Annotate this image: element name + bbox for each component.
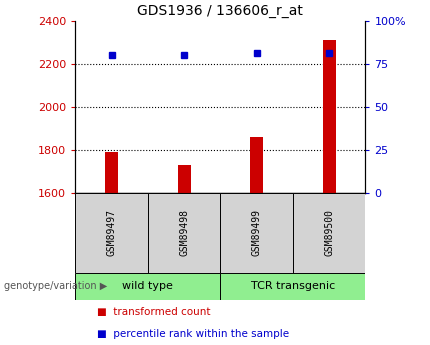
Bar <box>293 193 366 273</box>
Bar <box>75 273 220 300</box>
Bar <box>105 152 118 193</box>
Text: GSM89498: GSM89498 <box>179 209 189 256</box>
Bar <box>148 193 220 273</box>
Bar <box>178 165 190 193</box>
Text: GSM89499: GSM89499 <box>252 209 262 256</box>
Text: wild type: wild type <box>123 282 173 291</box>
Text: GSM89500: GSM89500 <box>324 209 334 256</box>
Title: GDS1936 / 136606_r_at: GDS1936 / 136606_r_at <box>138 4 303 18</box>
Text: GSM89497: GSM89497 <box>107 209 117 256</box>
Text: ■  percentile rank within the sample: ■ percentile rank within the sample <box>97 329 289 339</box>
Bar <box>322 40 336 193</box>
Text: ■  transformed count: ■ transformed count <box>97 307 210 317</box>
Text: genotype/variation ▶: genotype/variation ▶ <box>4 282 108 291</box>
Text: TCR transgenic: TCR transgenic <box>251 282 335 291</box>
Bar <box>220 273 366 300</box>
Bar <box>75 193 148 273</box>
Bar <box>250 137 263 193</box>
Bar <box>220 193 293 273</box>
